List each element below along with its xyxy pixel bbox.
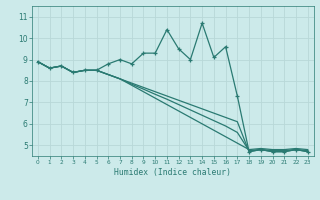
X-axis label: Humidex (Indice chaleur): Humidex (Indice chaleur) xyxy=(114,168,231,177)
